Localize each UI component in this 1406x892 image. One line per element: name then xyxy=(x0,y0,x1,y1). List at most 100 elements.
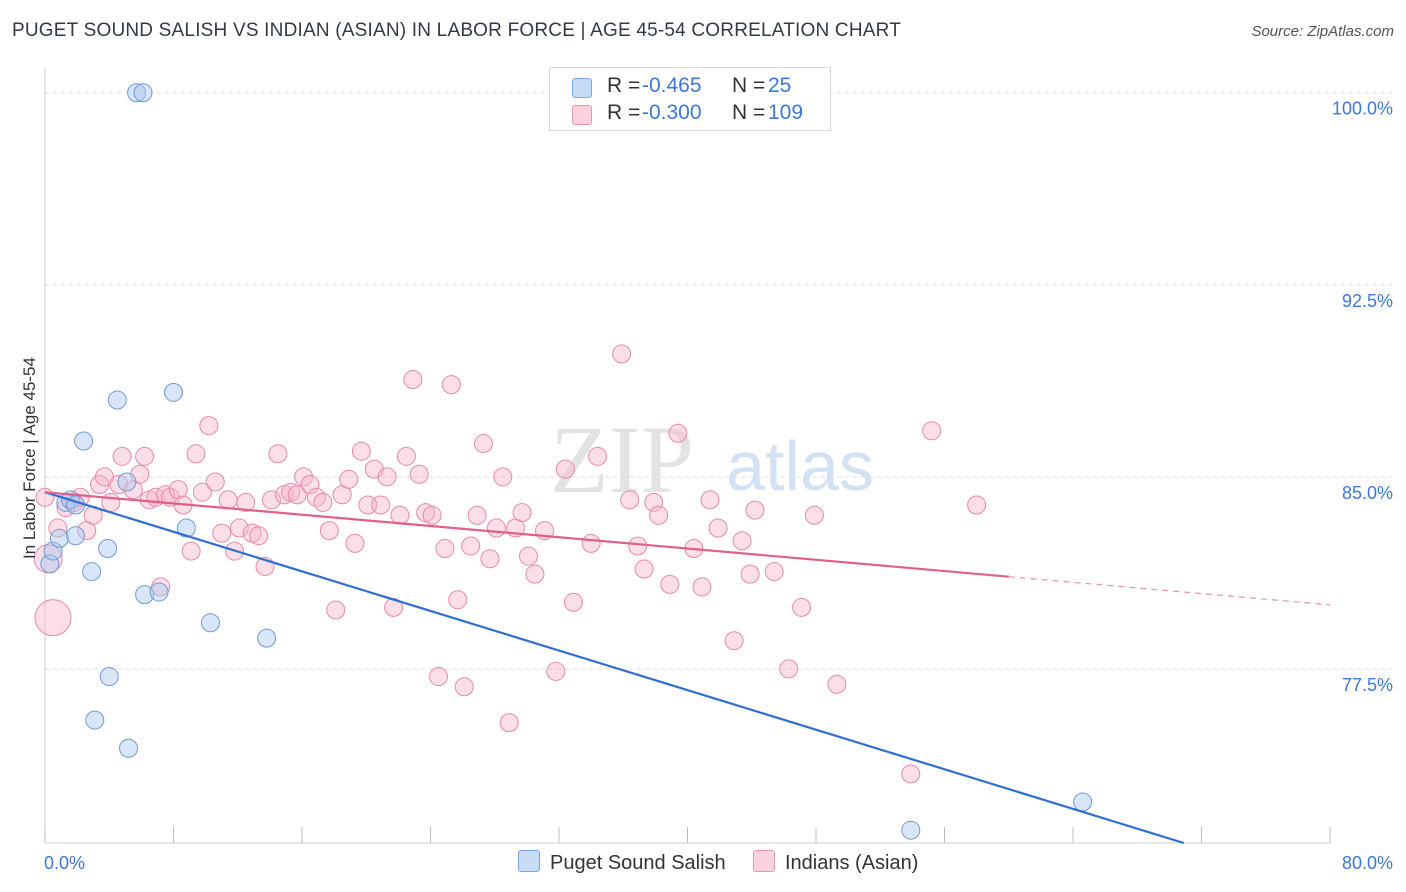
point-indians xyxy=(779,659,799,679)
chart-title: PUGET SOUND SALISH VS INDIAN (ASIAN) IN … xyxy=(12,20,901,41)
point-salish xyxy=(127,83,147,103)
point-indians xyxy=(804,505,824,525)
point-indians xyxy=(218,490,238,510)
point-indians xyxy=(205,472,225,492)
legend-label-salish: Puget Sound Salish xyxy=(550,852,726,874)
point-indians xyxy=(287,485,307,505)
point-indians xyxy=(112,446,132,466)
n-value: 109 xyxy=(768,101,804,124)
point-salish xyxy=(901,820,921,840)
point-indians xyxy=(396,446,416,466)
r-value: -0.465 xyxy=(642,74,702,97)
point-indians xyxy=(48,518,68,538)
point-indians xyxy=(512,503,532,523)
point-salish xyxy=(117,472,137,492)
point-indians xyxy=(922,421,942,441)
point-indians xyxy=(319,521,339,541)
point-indians xyxy=(732,531,752,551)
point-salish xyxy=(149,582,169,602)
point-indians xyxy=(268,444,288,464)
point-salish xyxy=(98,539,118,559)
point-indians xyxy=(326,600,346,620)
point-indians xyxy=(212,523,232,543)
point-indians xyxy=(199,416,219,436)
r-label: R = xyxy=(607,101,641,124)
point-indians xyxy=(588,446,608,466)
point-salish xyxy=(85,710,105,730)
point-indians xyxy=(109,475,129,495)
legend-item-indians: Indians (Asian) xyxy=(753,850,918,875)
point-indians xyxy=(429,667,449,687)
point-indians xyxy=(480,549,500,569)
point-salish xyxy=(135,585,155,605)
point-indians xyxy=(34,599,72,637)
n-label: N = xyxy=(732,74,766,97)
point-indians xyxy=(967,495,987,515)
point-indians xyxy=(745,500,765,520)
point-salish xyxy=(176,518,196,538)
trend-line-salish xyxy=(44,491,1185,845)
point-indians xyxy=(692,577,712,597)
y-axis-label: In Labor Force | Age 45-54 xyxy=(20,357,39,559)
r-label: R = xyxy=(607,74,641,97)
point-indians xyxy=(422,505,442,525)
point-indians xyxy=(409,464,429,484)
watermark-atlas: atlas xyxy=(726,427,874,505)
n-value: 25 xyxy=(768,74,792,97)
point-indians xyxy=(724,631,744,651)
legend-item-salish: Puget Sound Salish xyxy=(518,850,726,875)
point-indians xyxy=(448,590,468,610)
swatch-indians xyxy=(572,105,592,125)
point-indians xyxy=(351,441,371,461)
point-salish xyxy=(66,526,86,546)
point-indians xyxy=(493,467,513,487)
legend-swatch-salish xyxy=(518,850,540,872)
point-indians xyxy=(186,444,206,464)
trend-line-indians-extension xyxy=(1008,576,1331,606)
legend-label-indians: Indians (Asian) xyxy=(785,852,919,874)
trend-lines xyxy=(44,491,1331,845)
point-indians xyxy=(101,492,121,512)
point-indians xyxy=(634,559,654,579)
trend-line-indians xyxy=(44,491,1009,578)
data-points xyxy=(33,83,1093,840)
point-indians xyxy=(708,518,728,538)
point-salish xyxy=(82,562,102,582)
point-indians xyxy=(441,375,461,395)
y-tick-label: 77.5% xyxy=(1342,675,1393,695)
legend-swatch-indians xyxy=(753,850,775,872)
point-indians xyxy=(261,490,281,510)
point-indians xyxy=(518,546,538,566)
point-indians xyxy=(313,492,333,512)
stats-legend: R = -0.465 N = 25 R = -0.300 N = 109 xyxy=(549,67,831,131)
point-salish xyxy=(74,431,94,451)
point-salish xyxy=(1073,792,1093,812)
point-indians xyxy=(546,661,566,681)
source-label: Source: ZipAtlas.com xyxy=(1251,23,1394,40)
gridlines xyxy=(45,92,1392,670)
point-indians xyxy=(486,518,506,538)
point-indians xyxy=(740,564,760,584)
point-indians xyxy=(377,467,397,487)
point-indians xyxy=(581,533,601,553)
point-salish xyxy=(107,390,127,410)
y-tick-label: 85.0% xyxy=(1342,483,1393,503)
point-indians xyxy=(371,495,391,515)
point-indians xyxy=(764,562,784,582)
point-salish xyxy=(164,382,183,402)
point-indians xyxy=(306,487,326,507)
point-indians xyxy=(628,536,648,556)
point-indians xyxy=(229,518,249,538)
tick-labels: 77.5% 85.0% 92.5% 100.0% 0.0% 80.0% xyxy=(44,99,1393,873)
axes xyxy=(44,68,1331,844)
point-indians xyxy=(135,446,155,466)
point-indians xyxy=(660,574,680,594)
point-indians xyxy=(827,674,847,694)
x-tick-label: 80.0% xyxy=(1342,853,1393,873)
point-indians xyxy=(435,539,455,559)
point-salish xyxy=(40,554,60,574)
point-indians xyxy=(339,469,359,489)
y-tick-label: 92.5% xyxy=(1342,291,1393,311)
n-label: N = xyxy=(732,101,766,124)
